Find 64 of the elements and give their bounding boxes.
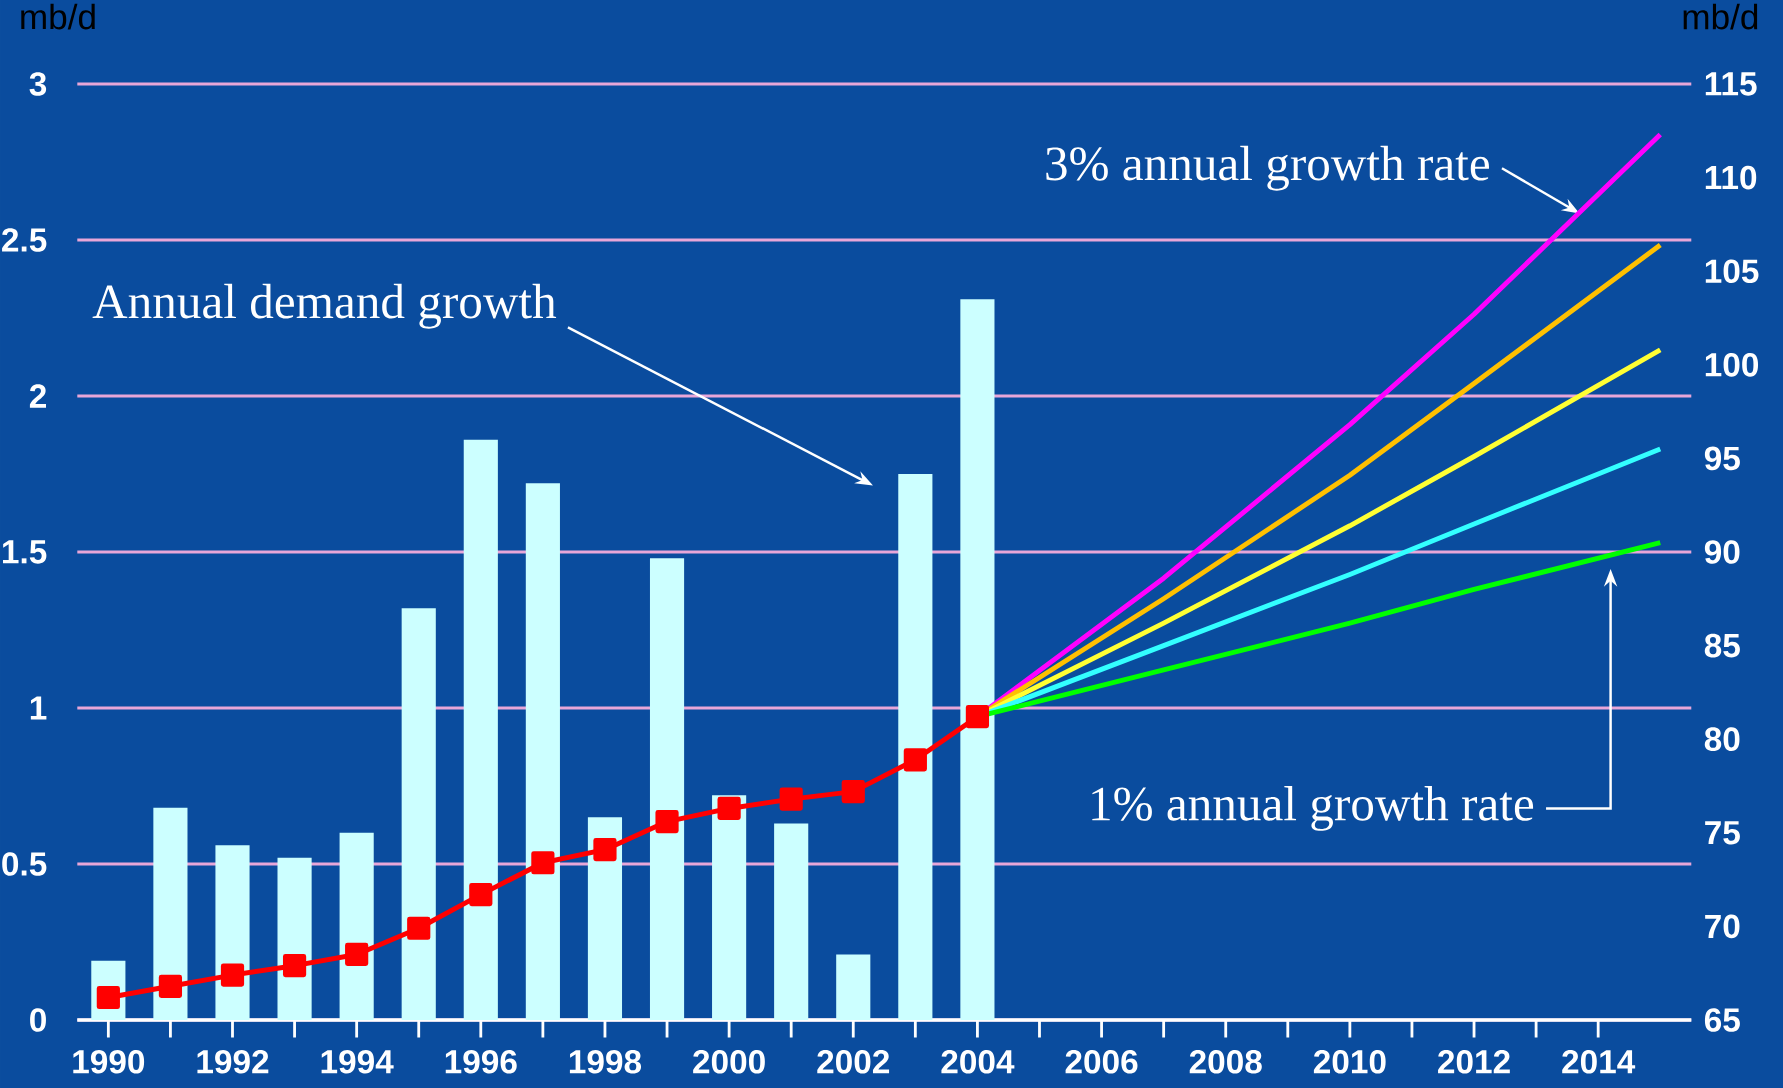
point: [655, 809, 679, 834]
bar: [960, 299, 995, 1020]
point: [345, 942, 369, 967]
bar: [774, 823, 809, 1020]
y2-tick-label: 110: [1705, 165, 1757, 190]
annotation: 3% annual growth rate: [1046, 145, 1489, 191]
x-tick-label: 1996: [445, 1049, 517, 1074]
y2-axis-title: mb/d: [1683, 3, 1758, 30]
point: [965, 705, 990, 729]
x-tick-label: 2010: [1313, 1049, 1386, 1074]
x-tick-label: 2002: [817, 1049, 890, 1074]
bar: [525, 483, 560, 1020]
x-tick-label: 2000: [693, 1049, 765, 1074]
point: [282, 954, 307, 978]
y-tick-label: 2: [29, 384, 47, 408]
y-axis-title: mb/d: [21, 3, 95, 30]
bar: [401, 608, 436, 1020]
y-tick-label: 2.5: [2, 228, 47, 252]
annotation: 1% annual growth rate: [1092, 786, 1534, 831]
bar: [649, 558, 685, 1020]
y-tick-label: 1.5: [3, 540, 47, 564]
y2-tick-label: 95: [1704, 446, 1740, 471]
point: [220, 963, 245, 987]
x-tick-label: 2012: [1438, 1049, 1510, 1074]
point: [779, 787, 803, 811]
bar: [215, 845, 250, 1020]
y2-tick-label: 100: [1705, 352, 1759, 377]
point: [903, 748, 927, 772]
y2-tick-label: 65: [1704, 1008, 1740, 1032]
y2-tick-label: 90: [1704, 540, 1740, 564]
y2-tick-label: 80: [1704, 727, 1740, 752]
y-tick-label: 1: [30, 696, 47, 720]
y2-tick-label: 115: [1705, 72, 1757, 96]
bar: [339, 832, 374, 1020]
y2-tick-label: 75: [1705, 821, 1740, 845]
x-tick-label: 2004: [941, 1049, 1015, 1074]
bar: [587, 817, 623, 1020]
bar: [836, 954, 871, 1020]
x-tick-label: 2014: [1562, 1049, 1636, 1074]
annotation: Annual demand growth: [92, 283, 557, 329]
bar: [712, 795, 747, 1020]
bar: [153, 807, 188, 1020]
x-tick-label: 1992: [197, 1049, 269, 1074]
y-tick-label: 0.5: [2, 852, 47, 876]
point: [717, 796, 741, 821]
x-tick-label: 1998: [569, 1049, 642, 1074]
point: [593, 838, 617, 862]
bar: [277, 857, 312, 1020]
bar: [898, 473, 933, 1020]
y2-tick-label: 70: [1705, 914, 1740, 939]
y2-tick-label: 85: [1704, 633, 1740, 658]
y-tick-label: 0: [30, 1008, 46, 1032]
point: [158, 974, 183, 998]
x-tick-label: 1994: [321, 1049, 394, 1074]
point: [531, 851, 555, 875]
x-tick-label: 2008: [1189, 1049, 1262, 1074]
bar: [463, 439, 498, 1020]
point: [407, 916, 431, 940]
y-tick-label: 3: [29, 72, 47, 96]
x-tick-label: 1990: [73, 1049, 145, 1074]
x-tick-label: 2006: [1065, 1049, 1138, 1074]
point: [841, 780, 865, 804]
y2-tick-label: 105: [1705, 259, 1759, 284]
point: [469, 882, 493, 907]
